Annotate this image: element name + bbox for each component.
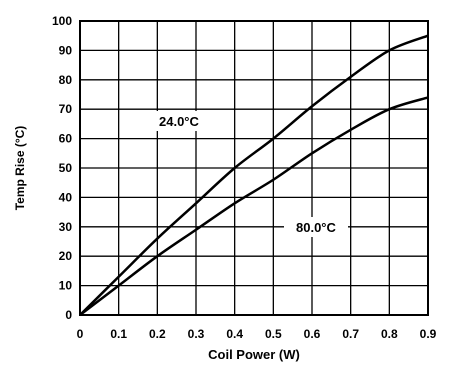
x-tick-label: 0 [77,327,84,341]
plot-frame [79,20,429,316]
tick-labels: 0 0.1 0.2 0.3 0.4 0.5 0.6 0.7 0.8 0.9 0 10 20 30 40 50 6… [52,14,437,341]
y-tick-label: 70 [59,102,73,116]
series-labels: 24.0°C 80.0°C [155,111,348,237]
x-tick-label: 0.2 [149,327,166,341]
series-label: 24.0°C [159,114,200,129]
x-tick-label: 0.4 [226,327,243,341]
y-tick-label: 30 [59,220,73,234]
x-tick-label: 0.8 [381,327,398,341]
y-tick-label: 80 [59,73,73,87]
x-tick-label: 0.7 [342,327,359,341]
x-tick-label: 0.9 [420,327,437,341]
y-tick-label: 20 [59,249,73,263]
y-tick-label: 40 [59,190,73,204]
x-tick-label: 0.1 [110,327,127,341]
series-layer [79,34,429,316]
y-axis-label: Temp Rise (°C) [13,126,27,211]
x-tick-label: 0.3 [188,327,205,341]
x-axis-label: Coil Power (W) [208,347,300,362]
y-tick-label: 50 [59,161,73,175]
series-line-low-temp [79,34,429,316]
y-tick-label: 90 [59,43,73,57]
y-tick-label: 10 [59,279,73,293]
series-label-bg [284,217,348,237]
y-tick-label: 100 [52,14,72,28]
y-tick-label: 60 [59,132,73,146]
x-tick-label: 0.5 [265,327,282,341]
series-label-bg [155,111,219,131]
series-label: 80.0°C [296,220,337,235]
x-tick-label: 0.6 [304,327,321,341]
grid [80,21,428,315]
y-tick-label: 0 [65,308,72,322]
series-line-high-temp [79,96,429,316]
